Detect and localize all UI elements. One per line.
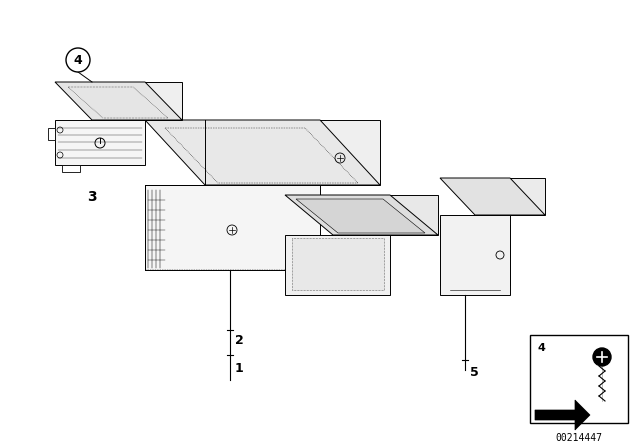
Bar <box>48 128 55 140</box>
Polygon shape <box>145 185 320 270</box>
Polygon shape <box>535 400 590 430</box>
Bar <box>530 335 628 423</box>
Polygon shape <box>145 82 182 120</box>
Text: 3: 3 <box>87 190 97 204</box>
Bar <box>62 165 80 172</box>
Polygon shape <box>145 120 380 185</box>
Polygon shape <box>292 238 384 290</box>
Polygon shape <box>510 178 545 215</box>
Text: 1: 1 <box>235 362 244 375</box>
Polygon shape <box>55 120 145 165</box>
Polygon shape <box>320 120 380 185</box>
Polygon shape <box>285 235 390 295</box>
Text: 00214447: 00214447 <box>556 433 602 443</box>
Circle shape <box>593 348 611 366</box>
Circle shape <box>66 48 90 72</box>
Text: 4: 4 <box>537 343 545 353</box>
Text: 4: 4 <box>74 53 83 66</box>
Polygon shape <box>440 178 545 215</box>
Polygon shape <box>55 82 182 120</box>
Polygon shape <box>285 195 438 235</box>
Text: 5: 5 <box>470 366 479 379</box>
Text: 2: 2 <box>235 333 244 346</box>
Polygon shape <box>440 215 510 295</box>
Polygon shape <box>296 199 425 233</box>
Polygon shape <box>390 195 438 235</box>
